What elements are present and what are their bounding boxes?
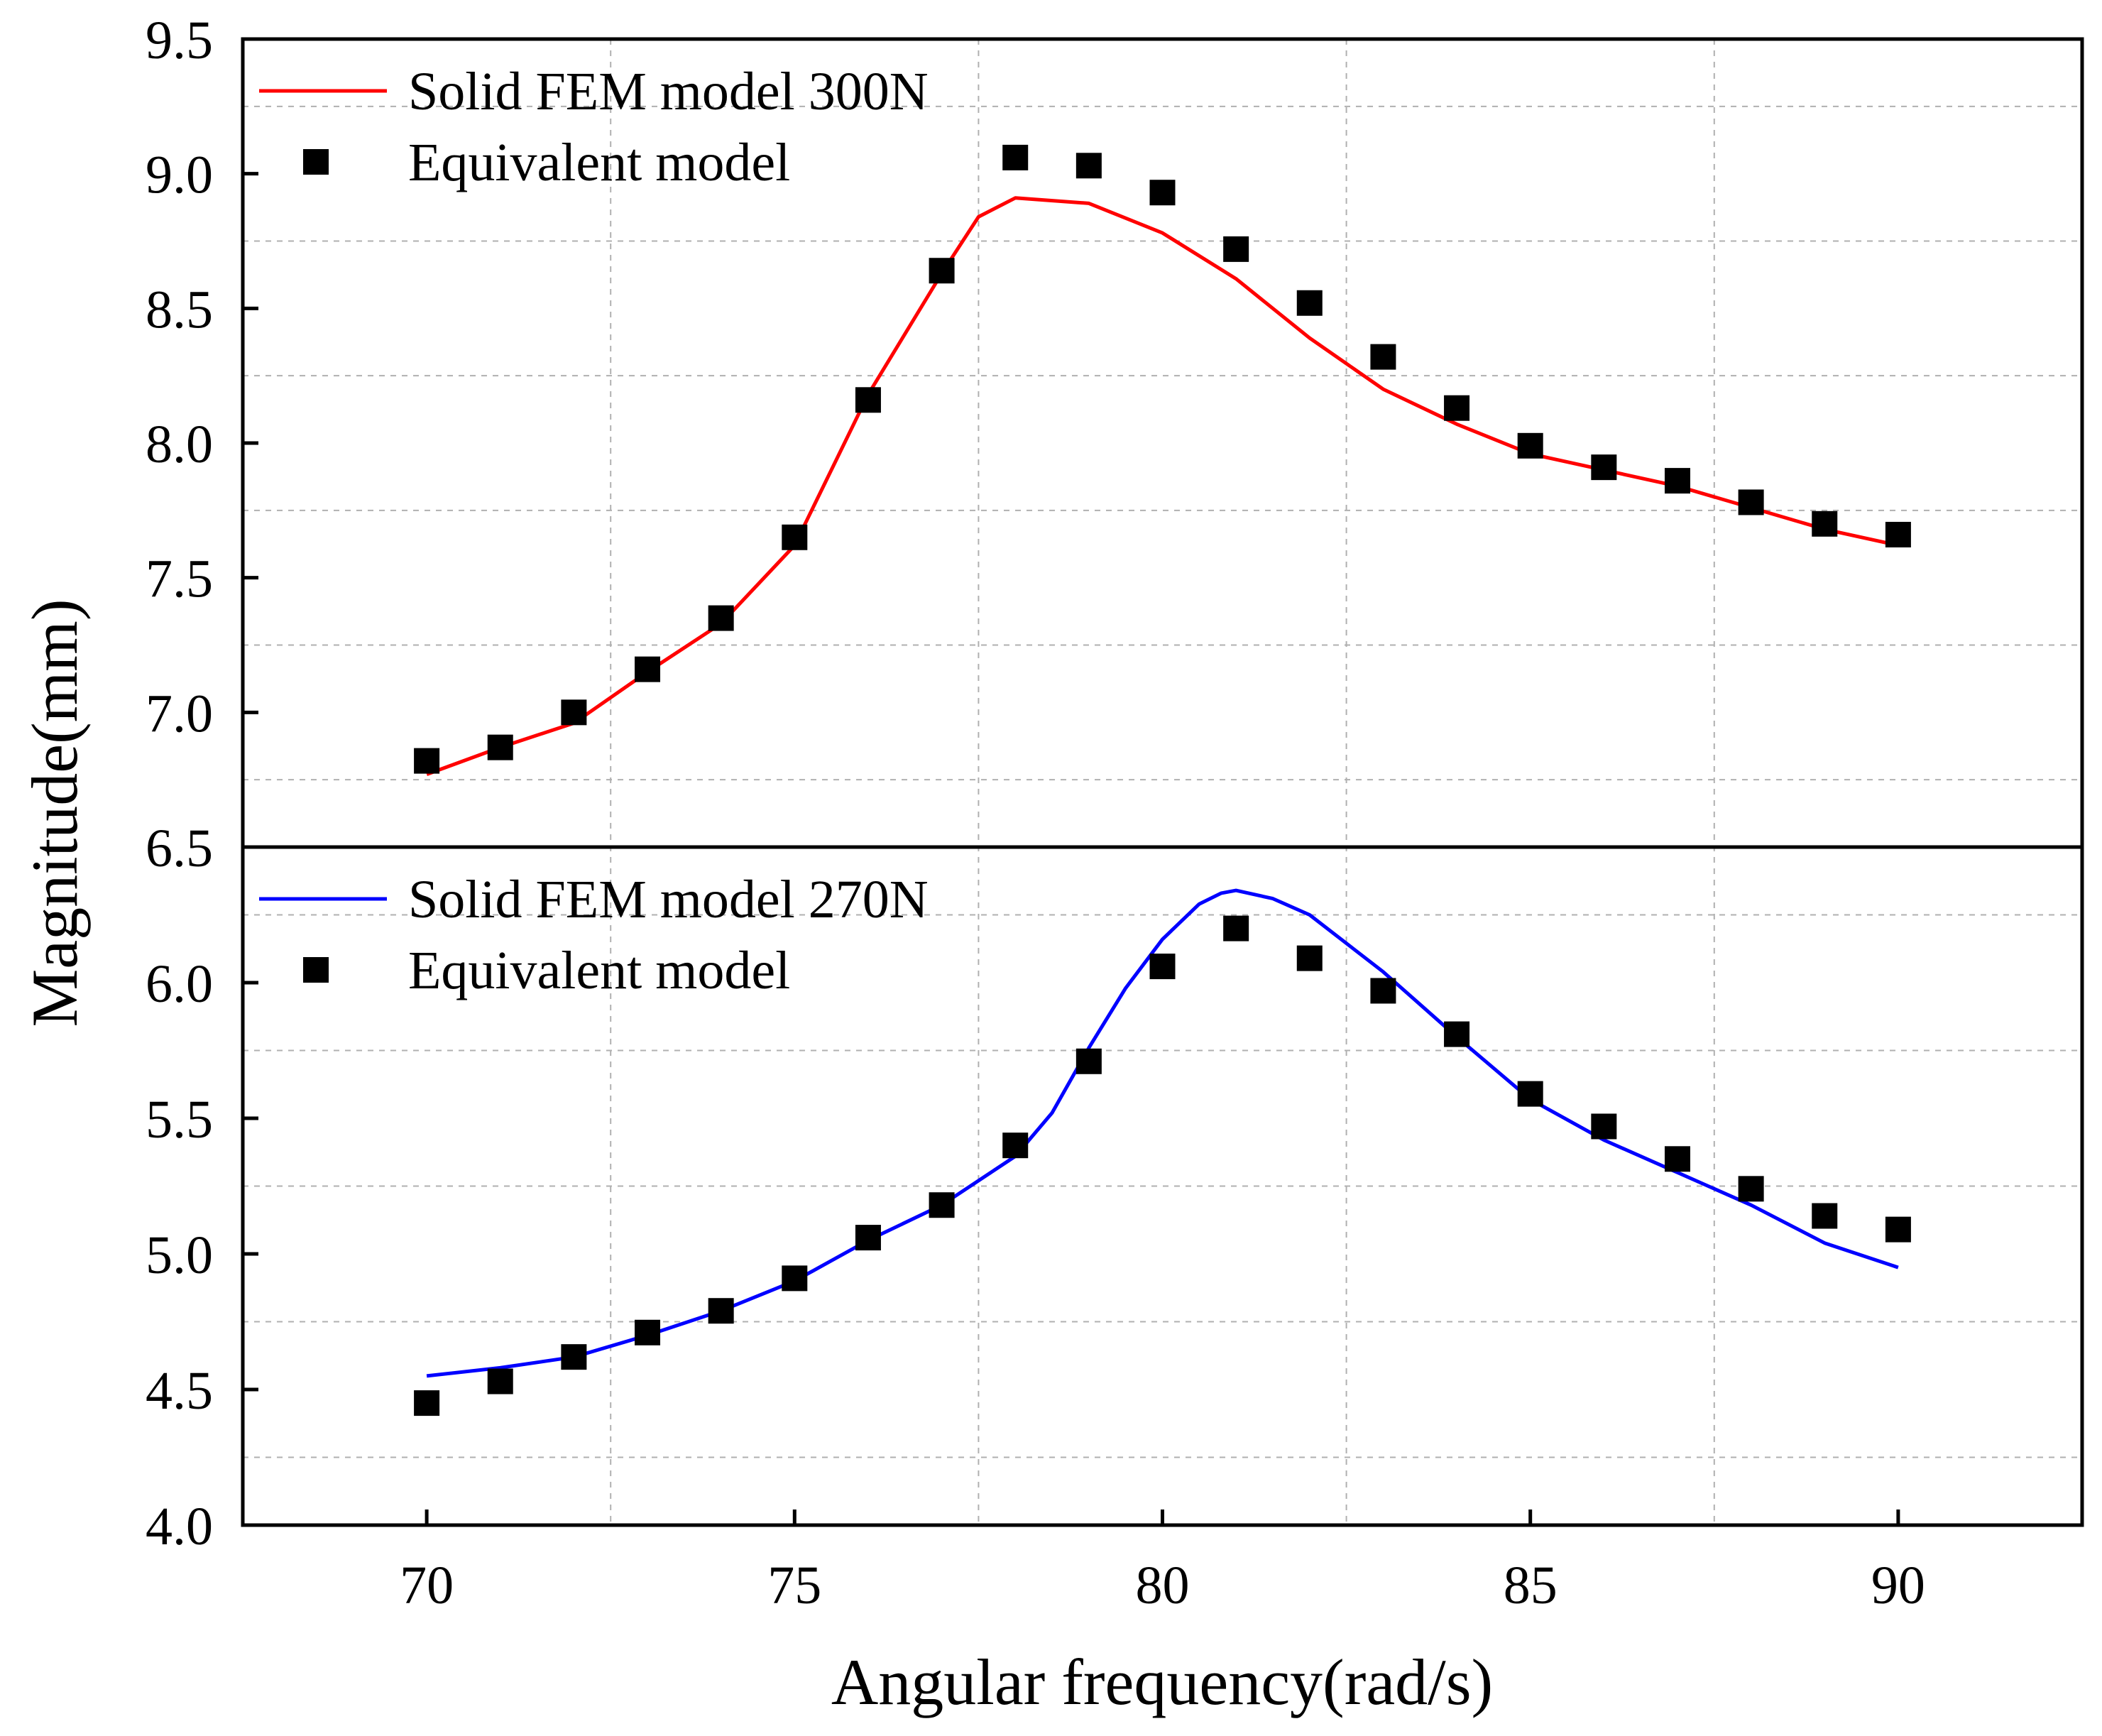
axes-layer: 70 75 80 85 90 6.5 7.0 7.5 8.0 8.5 9.0 9.5 4.0 4.5 5.0…	[146, 11, 2084, 1615]
legend-marker-swatch	[303, 149, 329, 175]
legend-label: Solid FEM model 270N	[408, 870, 929, 929]
data-point	[1664, 468, 1690, 494]
data-point	[708, 605, 734, 631]
data-point	[1591, 454, 1617, 481]
data-point	[1738, 489, 1764, 515]
data-point	[1370, 978, 1396, 1004]
y-tick-label: 7.5	[146, 550, 213, 609]
x-tick-label: 85	[1504, 1556, 1558, 1615]
x-tick-label: 90	[1871, 1556, 1925, 1615]
data-point	[1812, 511, 1838, 537]
y-tick-label: 4.5	[146, 1361, 213, 1421]
data-point	[487, 734, 513, 760]
data-point	[1223, 236, 1249, 262]
y-tick-label: 6.0	[146, 954, 213, 1014]
data-point	[1002, 144, 1029, 170]
series-line	[426, 196, 1899, 776]
data-point	[855, 387, 881, 413]
y-tick-label: 8.0	[146, 415, 213, 474]
data-point	[1296, 290, 1323, 316]
data-point	[1370, 344, 1396, 370]
data-point	[929, 1192, 955, 1218]
data-point	[1444, 1021, 1470, 1047]
data-point	[1812, 1203, 1838, 1229]
data-point	[929, 258, 955, 284]
y-tick-label: 5.5	[146, 1090, 213, 1150]
y-tick-label: 8.5	[146, 280, 213, 339]
legend-layer: Solid FEM model 300N Equivalent model Soli…	[259, 62, 929, 1000]
legend-marker-swatch	[303, 957, 329, 983]
y-tick-label: 9.5	[146, 11, 213, 70]
data-point	[708, 1298, 734, 1324]
y-axis-label: Magnitude(mm)	[18, 599, 91, 1027]
data-point	[782, 1265, 808, 1292]
data-point	[1075, 1048, 1102, 1074]
data-point	[1444, 395, 1470, 421]
data-point	[1075, 153, 1102, 179]
data-point	[855, 1225, 881, 1251]
legend-label: Solid FEM model 300N	[408, 62, 929, 121]
data-point	[1149, 180, 1176, 206]
data-point	[1517, 432, 1543, 459]
y-tick-label: 6.5	[146, 819, 213, 878]
grid-layer	[243, 39, 2082, 1525]
data-point	[414, 1390, 440, 1416]
data-point	[487, 1368, 513, 1394]
data-point	[1223, 915, 1249, 941]
x-tick-label: 70	[400, 1556, 454, 1615]
y-tick-label: 4.0	[146, 1497, 213, 1556]
data-point	[782, 524, 808, 550]
data-point	[635, 656, 661, 682]
data-point	[635, 1319, 661, 1345]
data-point	[1664, 1146, 1690, 1172]
plot-frame	[241, 37, 2084, 1527]
x-tick-label: 75	[767, 1556, 821, 1615]
data-point	[1885, 1216, 1911, 1243]
data-point	[414, 748, 440, 774]
data-point	[1002, 1132, 1029, 1159]
data-point	[1296, 945, 1323, 971]
y-tick-label: 5.0	[146, 1225, 213, 1285]
legend-label: Equivalent model	[408, 133, 790, 192]
data-point	[1517, 1081, 1543, 1107]
x-tick-label: 80	[1136, 1556, 1190, 1615]
data-point	[561, 1344, 587, 1370]
data-point	[561, 699, 587, 726]
data-point	[1885, 521, 1911, 547]
data-point	[1738, 1176, 1764, 1202]
data-point	[1149, 954, 1176, 980]
data-point	[1591, 1113, 1617, 1140]
legend-label: Equivalent model	[408, 941, 790, 1000]
x-axis-label: Angular frequency(rad/s)	[831, 1646, 1493, 1718]
y-tick-label: 7.0	[146, 684, 213, 743]
y-tick-label: 9.0	[146, 146, 213, 205]
series-layer	[414, 144, 1911, 1416]
